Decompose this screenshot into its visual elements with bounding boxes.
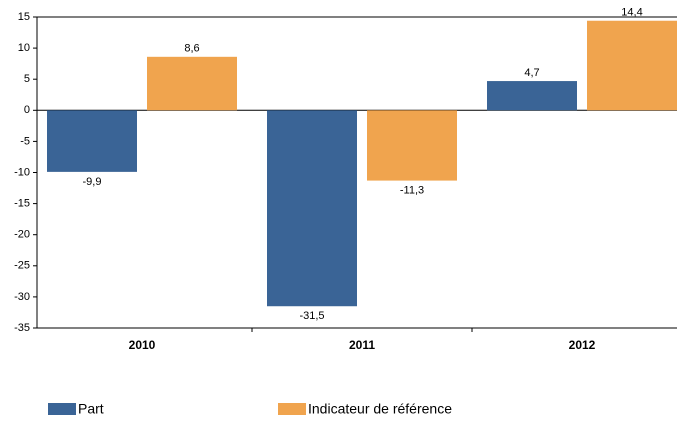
value-label: 4,7 xyxy=(524,67,539,79)
y-tick-label: -10 xyxy=(14,166,30,178)
legend-swatch xyxy=(48,403,76,415)
x-tick-label: 2012 xyxy=(569,338,596,352)
bar xyxy=(367,110,457,181)
y-tick-label: -5 xyxy=(20,135,30,147)
value-label: -31,5 xyxy=(299,310,324,322)
bar xyxy=(147,56,237,111)
y-tick-label: 15 xyxy=(18,11,30,23)
y-tick-label: -15 xyxy=(14,198,30,210)
x-tick-label: 2011 xyxy=(349,338,375,352)
bar xyxy=(47,110,137,172)
value-label: -9,9 xyxy=(83,176,102,188)
y-tick-label: 0 xyxy=(24,104,30,116)
value-label: 14,4 xyxy=(621,7,642,19)
bar xyxy=(487,81,577,111)
y-tick-label: 5 xyxy=(24,73,30,85)
legend-label: Indicateur de référence xyxy=(308,401,452,417)
legend-swatch xyxy=(278,403,306,415)
y-tick-label: -25 xyxy=(14,260,30,272)
bar xyxy=(267,110,357,307)
value-label: -11,3 xyxy=(400,184,424,196)
y-tick-label: -35 xyxy=(14,322,30,334)
y-tick-label: -20 xyxy=(14,229,30,241)
x-tick-label: 2010 xyxy=(129,338,156,352)
y-tick-label: 10 xyxy=(18,42,30,54)
bar xyxy=(587,20,677,111)
legend-label: Part xyxy=(78,401,104,417)
value-label: 8,6 xyxy=(184,43,199,55)
y-tick-label: -30 xyxy=(14,291,30,303)
